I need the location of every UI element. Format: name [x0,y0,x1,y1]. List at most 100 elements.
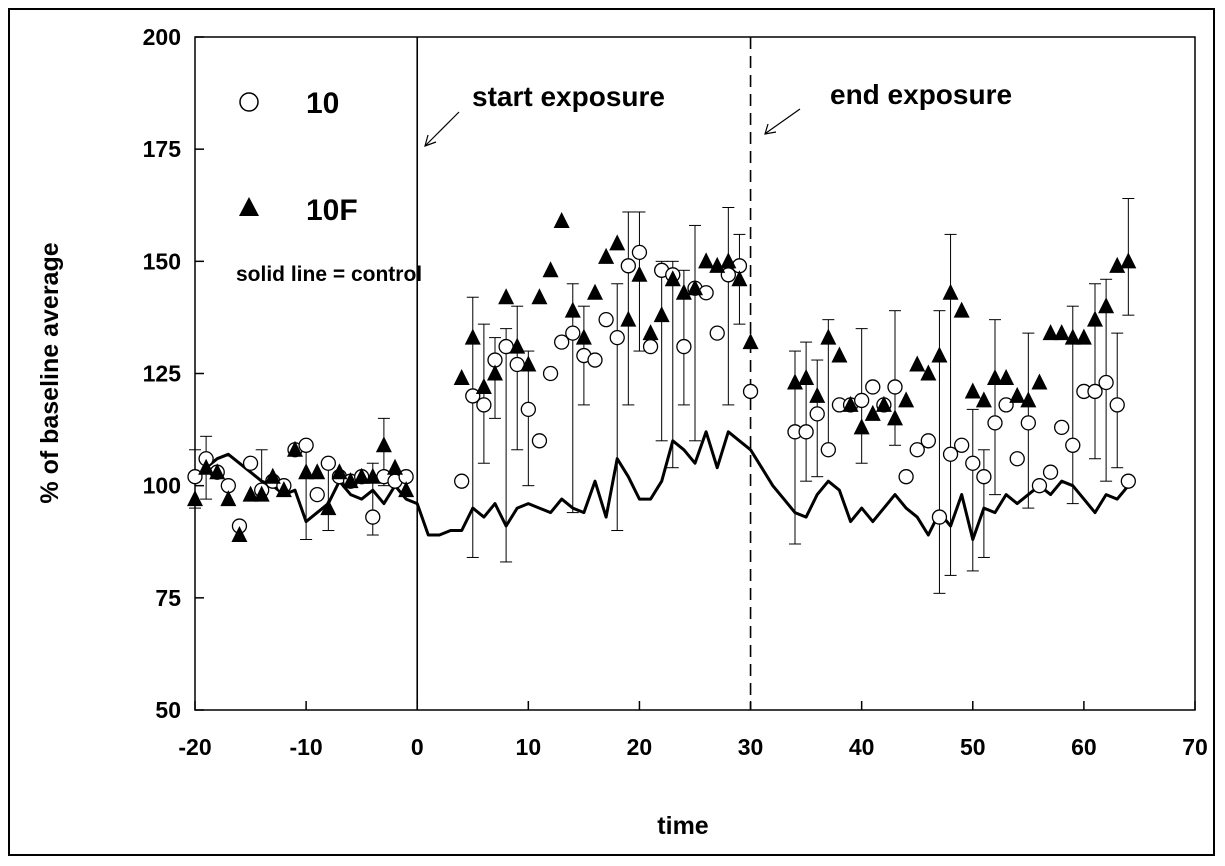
point-10f [398,481,415,498]
point-10 [1087,383,1103,400]
point-10 [476,397,492,413]
point-10 [242,455,259,471]
point-10f [887,409,903,426]
point-10f [920,364,937,381]
point-10 [976,469,992,485]
point-10 [587,352,603,368]
point-10 [820,442,836,458]
point-10f [831,346,848,363]
point-10 [642,338,659,355]
y-tick-label: 175 [143,136,182,162]
point-10 [1031,478,1048,494]
point-10f [587,283,603,300]
point-10 [454,473,470,489]
point-10 [1065,437,1081,453]
y-tick-label: 150 [143,248,181,274]
point-10 [631,244,648,261]
point-10f [998,368,1015,385]
point-10f [731,270,748,287]
point-10f [198,458,215,475]
point-10 [1042,464,1059,480]
point-10 [965,455,981,471]
y-tick-label: 50 [155,697,181,723]
point-10f [598,247,615,264]
point-10f [231,526,248,543]
legend-label-10: 10 [306,87,339,120]
point-10 [1120,473,1136,489]
point-10f [742,333,759,350]
point-10 [742,383,759,400]
point-10f [853,418,870,435]
point-10f [575,328,592,345]
point-10 [620,258,636,274]
point-10 [931,509,948,525]
point-10 [1020,415,1036,431]
point-10f [653,306,670,323]
point-10f [364,467,381,484]
point-10f [353,467,370,484]
x-axis-label: time [657,812,709,840]
annotation-end-exposure: end exposure [830,79,1012,110]
arrow-head-start [424,134,437,147]
point-10f [387,458,403,475]
point-10f [531,288,548,305]
legend-circle-marker [239,92,259,112]
y-tick-label: 200 [143,24,181,50]
point-10f [975,391,992,408]
point-10f [1109,256,1126,273]
x-tick-label: 60 [1071,734,1097,760]
point-10 [865,379,881,395]
point-10f [242,485,259,502]
x-tick-label: 40 [849,734,875,760]
point-10f [1020,391,1037,408]
x-tick-label: 30 [738,734,764,760]
point-10f [675,283,692,300]
point-10 [709,325,725,341]
point-10f [542,261,559,278]
point-10f [609,234,626,251]
point-10f [320,499,337,516]
point-10f [942,283,959,300]
y-tick-label: 125 [143,361,182,387]
x-tick-label: 70 [1182,734,1208,760]
point-10 [565,325,581,341]
point-10 [298,437,314,453]
point-10 [520,401,536,418]
control-line [193,430,1130,541]
point-10f [298,463,315,480]
legend-note: solid line = control [236,263,422,286]
point-10 [954,437,970,453]
point-10f [331,463,348,480]
point-10 [798,424,814,440]
chart-frame [8,8,1215,856]
x-tick-label: 50 [960,734,986,760]
point-10f [687,279,703,296]
point-10f [1053,324,1070,341]
point-10 [598,312,614,328]
point-10 [531,433,548,449]
point-10f [487,364,503,381]
point-10 [987,415,1003,431]
point-10f [820,328,837,345]
legend-label-10f: 10F [306,194,358,227]
point-10f [464,328,481,345]
point-10 [609,329,625,346]
point-10f [953,301,970,318]
point-10f [698,252,715,269]
point-10 [898,469,914,485]
point-10f [720,252,737,269]
point-10 [309,486,325,503]
point-10f [498,288,515,305]
point-10 [1098,374,1114,391]
point-10f [287,440,303,457]
arrow-start-exposure [425,111,460,146]
point-10f [620,310,637,327]
point-10 [854,392,870,409]
x-tick-label: 20 [627,734,653,760]
x-tick-label: -20 [178,734,211,760]
point-10 [920,433,936,449]
point-10f [309,463,326,480]
point-10 [365,509,381,525]
point-10f [642,324,659,341]
